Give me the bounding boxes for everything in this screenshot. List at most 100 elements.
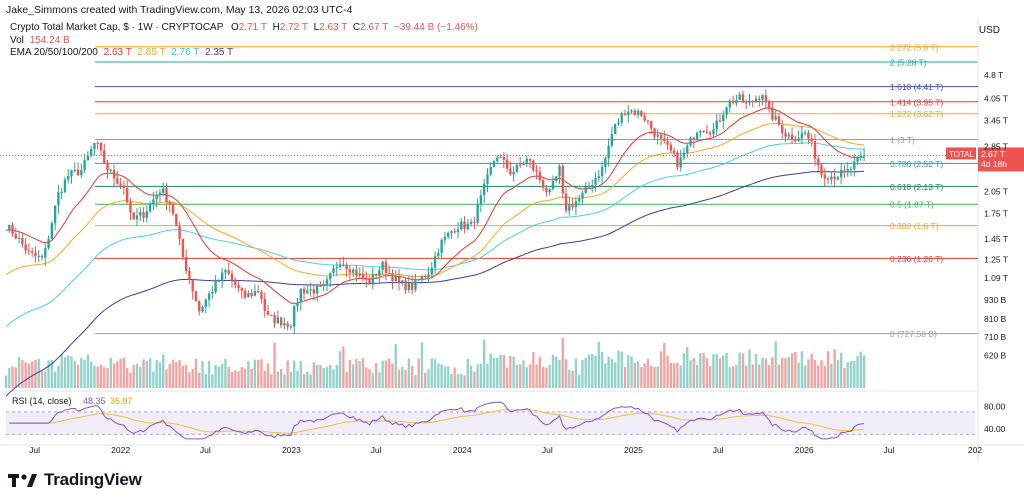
volume-bar [250,368,253,388]
volume-bar [636,361,640,388]
volume-bar [243,368,247,388]
candle-body [476,204,479,223]
candle-body [351,269,355,273]
candle-body [142,212,145,218]
volume-bar [322,367,325,388]
volume-bar [103,367,106,388]
volume-bar [705,358,709,388]
candle-body [777,116,781,125]
candle-body [437,252,440,257]
candle-body [781,124,784,133]
candle-body [535,170,538,172]
candle-body [653,128,656,137]
volume-bar [374,363,378,388]
candle-body [188,271,191,280]
volume-bar [296,370,299,388]
ohlc-close: 2.67 T [360,22,389,33]
price-axis-label: 1.75 T [984,208,1008,218]
volume-bar [119,358,122,388]
ema50-value: 2.85 T [137,47,166,58]
candle-body [253,291,257,296]
candle-body [548,189,551,193]
volume-bar [656,366,659,388]
candle-body [273,314,276,324]
candle-body [184,256,188,272]
volume-bar [227,366,230,388]
volume-bar [666,355,669,388]
candle-body [620,113,623,123]
candle-body [695,132,699,140]
time-axis-label: Jul [200,445,211,455]
price-axis-label: 620 B [984,351,1007,361]
candle-body [181,239,185,257]
volume-bar [319,364,322,388]
volume-bar [607,356,610,388]
candle-body [407,282,411,291]
candle-body [355,269,358,276]
volume-bar [699,353,702,388]
volume-bar [260,359,263,388]
volume-bar [774,341,777,388]
candle-body [446,232,450,237]
volume-label[interactable]: Vol [10,34,24,46]
tradingview-logo[interactable]: TradingView [8,470,142,490]
candle-body [594,177,597,185]
volume-bar [139,366,142,388]
volume-bar [548,364,551,388]
candle-body [240,288,243,291]
candle-body [106,162,109,171]
volume-bar [11,366,14,388]
ema-label[interactable]: EMA 20/50/100/200 [10,47,98,58]
currency-selector[interactable]: USD [978,25,1000,36]
volume-bar [335,364,338,388]
candle-body [767,101,771,108]
volume-bar [735,364,738,388]
candle-body [623,113,627,115]
volume-bar [76,364,80,388]
volume-bar [351,364,355,388]
volume-bar [718,358,722,388]
rsi-ma-line [9,409,865,434]
ohlc-low: 2.63 T [319,22,348,33]
volume-bar [771,357,774,388]
candle-body [162,188,165,193]
candle-body [335,266,338,269]
volume-bar [574,358,578,388]
candle-body [672,150,676,153]
candle-body [243,290,247,298]
candle-body [401,280,404,283]
candle-body [289,326,293,328]
volume-bar [446,366,450,388]
candle-body [702,130,705,132]
volume-bar [201,361,204,388]
volume-bar [496,357,499,388]
ema20-value: 2.63 T [103,47,132,58]
volume-bar [345,371,348,388]
candle-body [257,291,260,293]
volume-bar [257,359,260,388]
candle-body [53,205,57,224]
volume-bar [50,359,54,388]
volume-bar [378,372,381,388]
fib-label: 2 (5.28 T) [890,58,927,68]
ema200-value: 2.35 T [204,47,234,58]
volume-bar [355,358,358,388]
candle-body [650,121,653,129]
volume-bar [836,359,840,388]
candle-body [722,114,725,121]
symbol-title[interactable]: Crypto Total Market Cap, $ · 1W · CRYPTO… [10,22,224,33]
price-axis-label: 710 B [984,332,1007,342]
volume-bar [129,372,132,388]
candle-body [738,94,741,100]
candle-body [640,110,643,117]
ema100-value: 2.76 T [171,47,200,58]
candle-body [725,107,728,115]
candle-body [260,292,263,299]
volume-bar [96,366,99,388]
candle-body [764,95,768,102]
candle-body [699,130,702,133]
volume-bar [178,360,181,388]
volume-bar [306,371,309,388]
volume-bar [112,363,116,388]
